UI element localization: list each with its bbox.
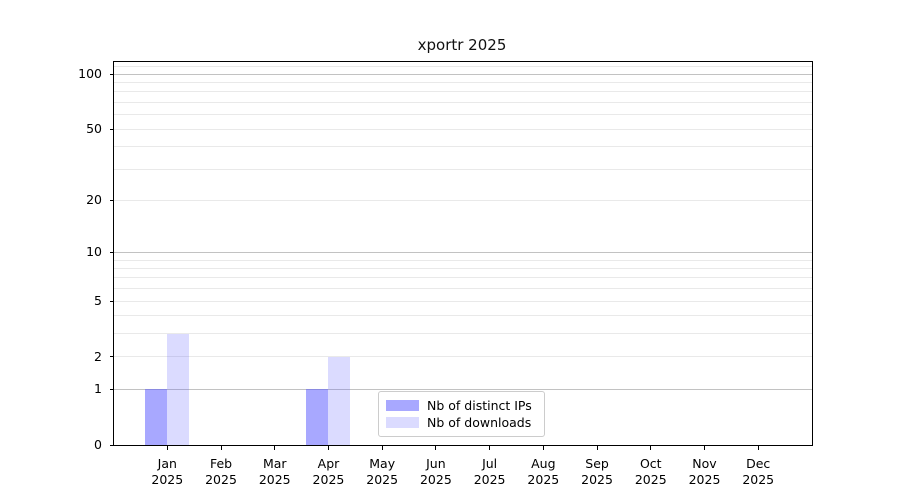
x-tick-month-jun: Jun — [426, 456, 446, 471]
y-tick-label-100: 100 — [78, 66, 102, 82]
gridline-minor-9 — [114, 259, 812, 261]
gridline-minor-2 — [114, 356, 812, 358]
y-tick-label-5: 5 — [94, 293, 102, 309]
gridline-minor-5 — [114, 300, 812, 302]
x-tick-label-jan: Jan 2025 — [127, 456, 207, 488]
x-tick-year-mar: 2025 — [258, 472, 291, 487]
gridline-minor-50 — [114, 128, 812, 130]
x-tick-month-nov: Nov — [692, 456, 717, 471]
legend-swatch-nb-of-distinct-ips — [386, 400, 419, 411]
y-tick-label-0: 0 — [94, 437, 102, 452]
x-tick-month-may: May — [369, 456, 396, 471]
chart-legend: Nb of distinct IPs Nb of downloads — [378, 391, 545, 437]
y-tick-5 — [110, 300, 114, 302]
gridline-major-10 — [114, 251, 812, 253]
x-tick-apr — [327, 446, 329, 450]
x-tick-month-apr: Apr — [317, 456, 340, 471]
gridline-minor-30 — [114, 168, 812, 170]
y-tick-20 — [110, 199, 114, 201]
gridline-major-100 — [114, 73, 812, 75]
x-tick-month-dec: Dec — [746, 456, 771, 471]
x-tick-label-oct: Oct 2025 — [611, 456, 691, 488]
bar-nb-of-downloads-jan-2025 — [167, 333, 190, 445]
x-tick-year-jul: 2025 — [473, 472, 506, 487]
gridline-minor-80 — [114, 91, 812, 93]
x-tick-year-aug: 2025 — [527, 472, 560, 487]
x-tick-year-sep: 2025 — [581, 472, 613, 487]
x-tick-label-aug: Aug 2025 — [503, 456, 583, 488]
gridline-minor-110 — [114, 66, 812, 68]
bar-nb-of-distinct-ips-jan-2025 — [145, 389, 168, 445]
gridline-minor-90 — [114, 82, 812, 84]
legend-swatch-nb-of-downloads — [386, 417, 419, 428]
x-tick-label-feb: Feb 2025 — [181, 456, 261, 488]
x-tick-month-aug: Aug — [531, 456, 556, 471]
x-tick-label-may: May 2025 — [342, 456, 422, 488]
y-tick-2 — [110, 356, 114, 358]
x-tick-year-jun: 2025 — [419, 472, 452, 487]
x-tick-label-dec: Dec 2025 — [718, 456, 798, 488]
x-tick-aug — [542, 446, 544, 450]
gridline-major-1 — [114, 388, 812, 390]
y-tick-1 — [110, 388, 114, 390]
y-tick-50 — [110, 128, 114, 130]
y-tick-100 — [110, 73, 114, 75]
x-tick-nov — [704, 446, 705, 450]
x-tick-year-jan: 2025 — [151, 472, 184, 487]
x-tick-label-apr: Apr 2025 — [288, 456, 368, 488]
x-tick-month-sep: Sep — [585, 456, 609, 471]
y-tick-label-1: 1 — [94, 381, 102, 397]
y-tick-label-10: 10 — [86, 244, 102, 260]
x-tick-dec — [757, 446, 759, 450]
x-tick-may — [381, 446, 383, 450]
gridline-minor-40 — [114, 146, 812, 148]
x-tick-oct — [650, 446, 652, 450]
x-tick-month-jan: Jan — [157, 456, 177, 471]
x-tick-year-oct: 2025 — [634, 472, 667, 487]
gridline-minor-4 — [114, 315, 812, 317]
legend-label-nb-of-distinct-ips: Nb of distinct IPs — [427, 398, 532, 413]
x-tick-year-nov: 2025 — [688, 472, 721, 487]
x-tick-year-feb: 2025 — [205, 472, 237, 487]
x-tick-feb — [220, 446, 222, 450]
x-tick-label-nov: Nov 2025 — [665, 456, 745, 488]
gridline-minor-6 — [114, 288, 812, 290]
x-tick-year-dec: 2025 — [742, 472, 775, 487]
x-tick-month-feb: Feb — [209, 456, 233, 471]
y-tick-label-20: 20 — [86, 192, 102, 208]
gridline-minor-70 — [114, 102, 812, 104]
x-tick-sep — [596, 446, 598, 450]
x-tick-label-jun: Jun 2025 — [396, 456, 476, 488]
x-tick-month-jul: Jul — [482, 456, 498, 471]
y-tick-label-2: 2 — [94, 348, 102, 364]
gridline-minor-7 — [114, 277, 812, 279]
chart-title: xportr 2025 — [417, 36, 507, 54]
x-tick-month-oct: Oct — [639, 456, 662, 471]
x-tick-jul — [489, 446, 491, 450]
bar-nb-of-downloads-apr-2025 — [328, 356, 351, 445]
y-tick-0 — [110, 444, 114, 446]
legend-row-nb-of-downloads: Nb of downloads — [386, 414, 536, 431]
y-tick-label-50: 50 — [86, 121, 102, 137]
gridline-minor-8 — [114, 267, 812, 269]
legend-label-nb-of-downloads: Nb of downloads — [427, 415, 532, 430]
y-tick-10 — [110, 251, 114, 253]
x-tick-year-may: 2025 — [366, 472, 399, 487]
x-tick-label-mar: Mar 2025 — [235, 456, 315, 488]
x-tick-label-jul: Jul 2025 — [450, 456, 530, 488]
plot-area: Nb of distinct IPs Nb of downloads — [113, 61, 813, 446]
x-tick-label-sep: Sep 2025 — [557, 456, 637, 488]
x-tick-jun — [435, 446, 437, 450]
gridline-minor-20 — [114, 199, 812, 201]
gridline-minor-60 — [114, 114, 812, 116]
legend-row-nb-of-distinct-ips: Nb of distinct IPs — [386, 397, 536, 414]
x-tick-year-apr: 2025 — [312, 472, 345, 487]
bar-nb-of-distinct-ips-apr-2025 — [306, 389, 329, 445]
gridline-minor-3 — [114, 333, 812, 335]
x-tick-month-mar: Mar — [262, 456, 287, 471]
x-tick-mar — [274, 446, 276, 450]
x-tick-jan — [166, 446, 168, 450]
